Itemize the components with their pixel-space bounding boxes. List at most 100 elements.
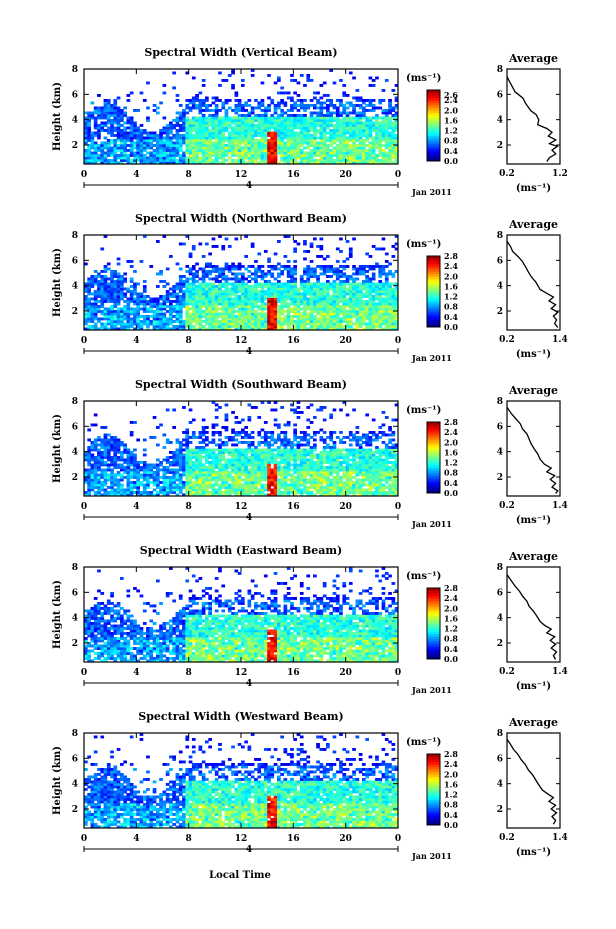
average-xlabel: (ms⁻¹) xyxy=(516,183,551,194)
heatmap-cell xyxy=(156,463,160,467)
heatmap-cell xyxy=(260,290,265,293)
heatmap-cell xyxy=(139,151,144,155)
heatmap-cell xyxy=(365,139,369,142)
heatmap-cell xyxy=(149,493,154,497)
heatmap-cell xyxy=(100,305,105,308)
heatmap-cell xyxy=(306,270,311,273)
heatmap-cell xyxy=(394,297,399,301)
heatmap-cell xyxy=(280,119,284,122)
heatmap-cell xyxy=(133,486,137,489)
heatmap-cell xyxy=(257,161,262,165)
heatmap-cell xyxy=(270,119,275,122)
heatmap-cell xyxy=(234,121,239,125)
heatmap-cell xyxy=(178,468,183,472)
heatmap-cell xyxy=(165,136,170,140)
heatmap-cell xyxy=(375,317,379,321)
heatmap-cell xyxy=(329,302,333,306)
heatmap-cell xyxy=(182,431,186,434)
heatmap-cell xyxy=(227,134,232,137)
heatmap-cell xyxy=(90,446,95,449)
heatmap-cell xyxy=(388,310,392,313)
heatmap-cell xyxy=(100,317,105,321)
heatmap-cell xyxy=(348,129,353,132)
heatmap-cell xyxy=(355,320,360,323)
heatmap-cell xyxy=(339,124,343,127)
heatmap-cell xyxy=(198,156,203,160)
heatmap-cell xyxy=(133,471,137,474)
heatmap-cell xyxy=(348,327,353,331)
heatmap-cell xyxy=(358,315,363,318)
heatmap-cell xyxy=(227,270,232,273)
heatmap-cell xyxy=(97,149,101,152)
heatmap-cell xyxy=(221,322,226,326)
heatmap-cell xyxy=(214,159,219,162)
heatmap-cell xyxy=(247,315,252,318)
heatmap-cell xyxy=(371,245,376,248)
heatmap-cell xyxy=(286,325,291,328)
heatmap-cell xyxy=(306,312,311,316)
heatmap-cell xyxy=(103,307,108,311)
heatmap-cell xyxy=(263,106,268,110)
heatmap-cell xyxy=(165,159,170,162)
heatmap-cell xyxy=(126,260,131,263)
heatmap-cell xyxy=(257,265,262,268)
heatmap-cell xyxy=(185,119,190,122)
heatmap-cell xyxy=(133,461,137,464)
heatmap-cell xyxy=(211,267,216,271)
y-tick-label: 8 xyxy=(72,231,78,241)
heatmap-cell xyxy=(254,149,258,152)
heatmap-cell xyxy=(286,282,291,286)
heatmap-cell xyxy=(378,149,383,152)
heatmap-cell xyxy=(335,300,340,303)
heatmap-cell xyxy=(339,159,343,162)
heatmap-cell xyxy=(214,295,219,298)
heatmap-cell xyxy=(93,277,98,281)
heatmap-cell xyxy=(205,468,209,472)
heatmap-cell xyxy=(97,461,101,464)
heatmap-cell xyxy=(195,300,199,303)
heatmap-cell xyxy=(352,297,356,301)
heatmap-cell xyxy=(208,265,212,268)
heatmap-cell xyxy=(110,441,114,444)
heatmap-cell xyxy=(362,310,366,313)
heatmap-cell xyxy=(211,124,216,127)
heatmap-cell xyxy=(129,476,134,479)
heatmap-cell xyxy=(208,451,212,454)
heatmap-cell xyxy=(280,139,284,142)
heatmap-cell xyxy=(106,491,111,494)
heatmap-cell xyxy=(335,322,340,326)
heatmap-cell xyxy=(205,156,209,160)
heatmap-cell xyxy=(257,282,262,286)
heatmap-cell xyxy=(221,292,226,296)
heatmap-cell xyxy=(368,300,373,303)
heatmap-cell xyxy=(106,446,111,449)
heatmap-cell xyxy=(221,136,226,140)
heatmap-cell xyxy=(391,302,396,306)
heatmap-cell xyxy=(237,124,242,127)
heatmap-cell xyxy=(273,106,278,110)
heatmap-cell xyxy=(273,317,278,321)
heatmap-cell xyxy=(250,312,255,316)
heatmap-cell xyxy=(306,305,311,308)
heatmap-cell xyxy=(244,285,248,288)
heatmap-cell xyxy=(241,84,245,87)
heatmap-cell xyxy=(208,322,212,326)
heatmap-cell xyxy=(208,159,212,162)
heatmap-cell xyxy=(90,302,95,306)
heatmap-cell xyxy=(358,159,363,162)
heatmap-cell xyxy=(362,111,366,115)
heatmap-cell xyxy=(303,136,307,140)
heatmap-cell xyxy=(313,267,317,271)
heatmap-cell xyxy=(201,290,206,293)
heatmap-cell xyxy=(263,134,268,137)
heatmap-cell xyxy=(97,458,101,462)
heatmap-cell xyxy=(149,320,154,323)
heatmap-cell xyxy=(339,121,343,125)
heatmap-cell xyxy=(120,312,124,316)
panel-2: Spectral Width (Southward Beam)0 4 8 12 16 20… xyxy=(52,378,568,529)
heatmap-cell xyxy=(224,297,229,301)
heatmap-cell xyxy=(322,267,327,271)
heatmap-cell xyxy=(283,322,288,326)
heatmap-cell xyxy=(191,468,196,472)
heatmap-cell xyxy=(106,114,111,117)
